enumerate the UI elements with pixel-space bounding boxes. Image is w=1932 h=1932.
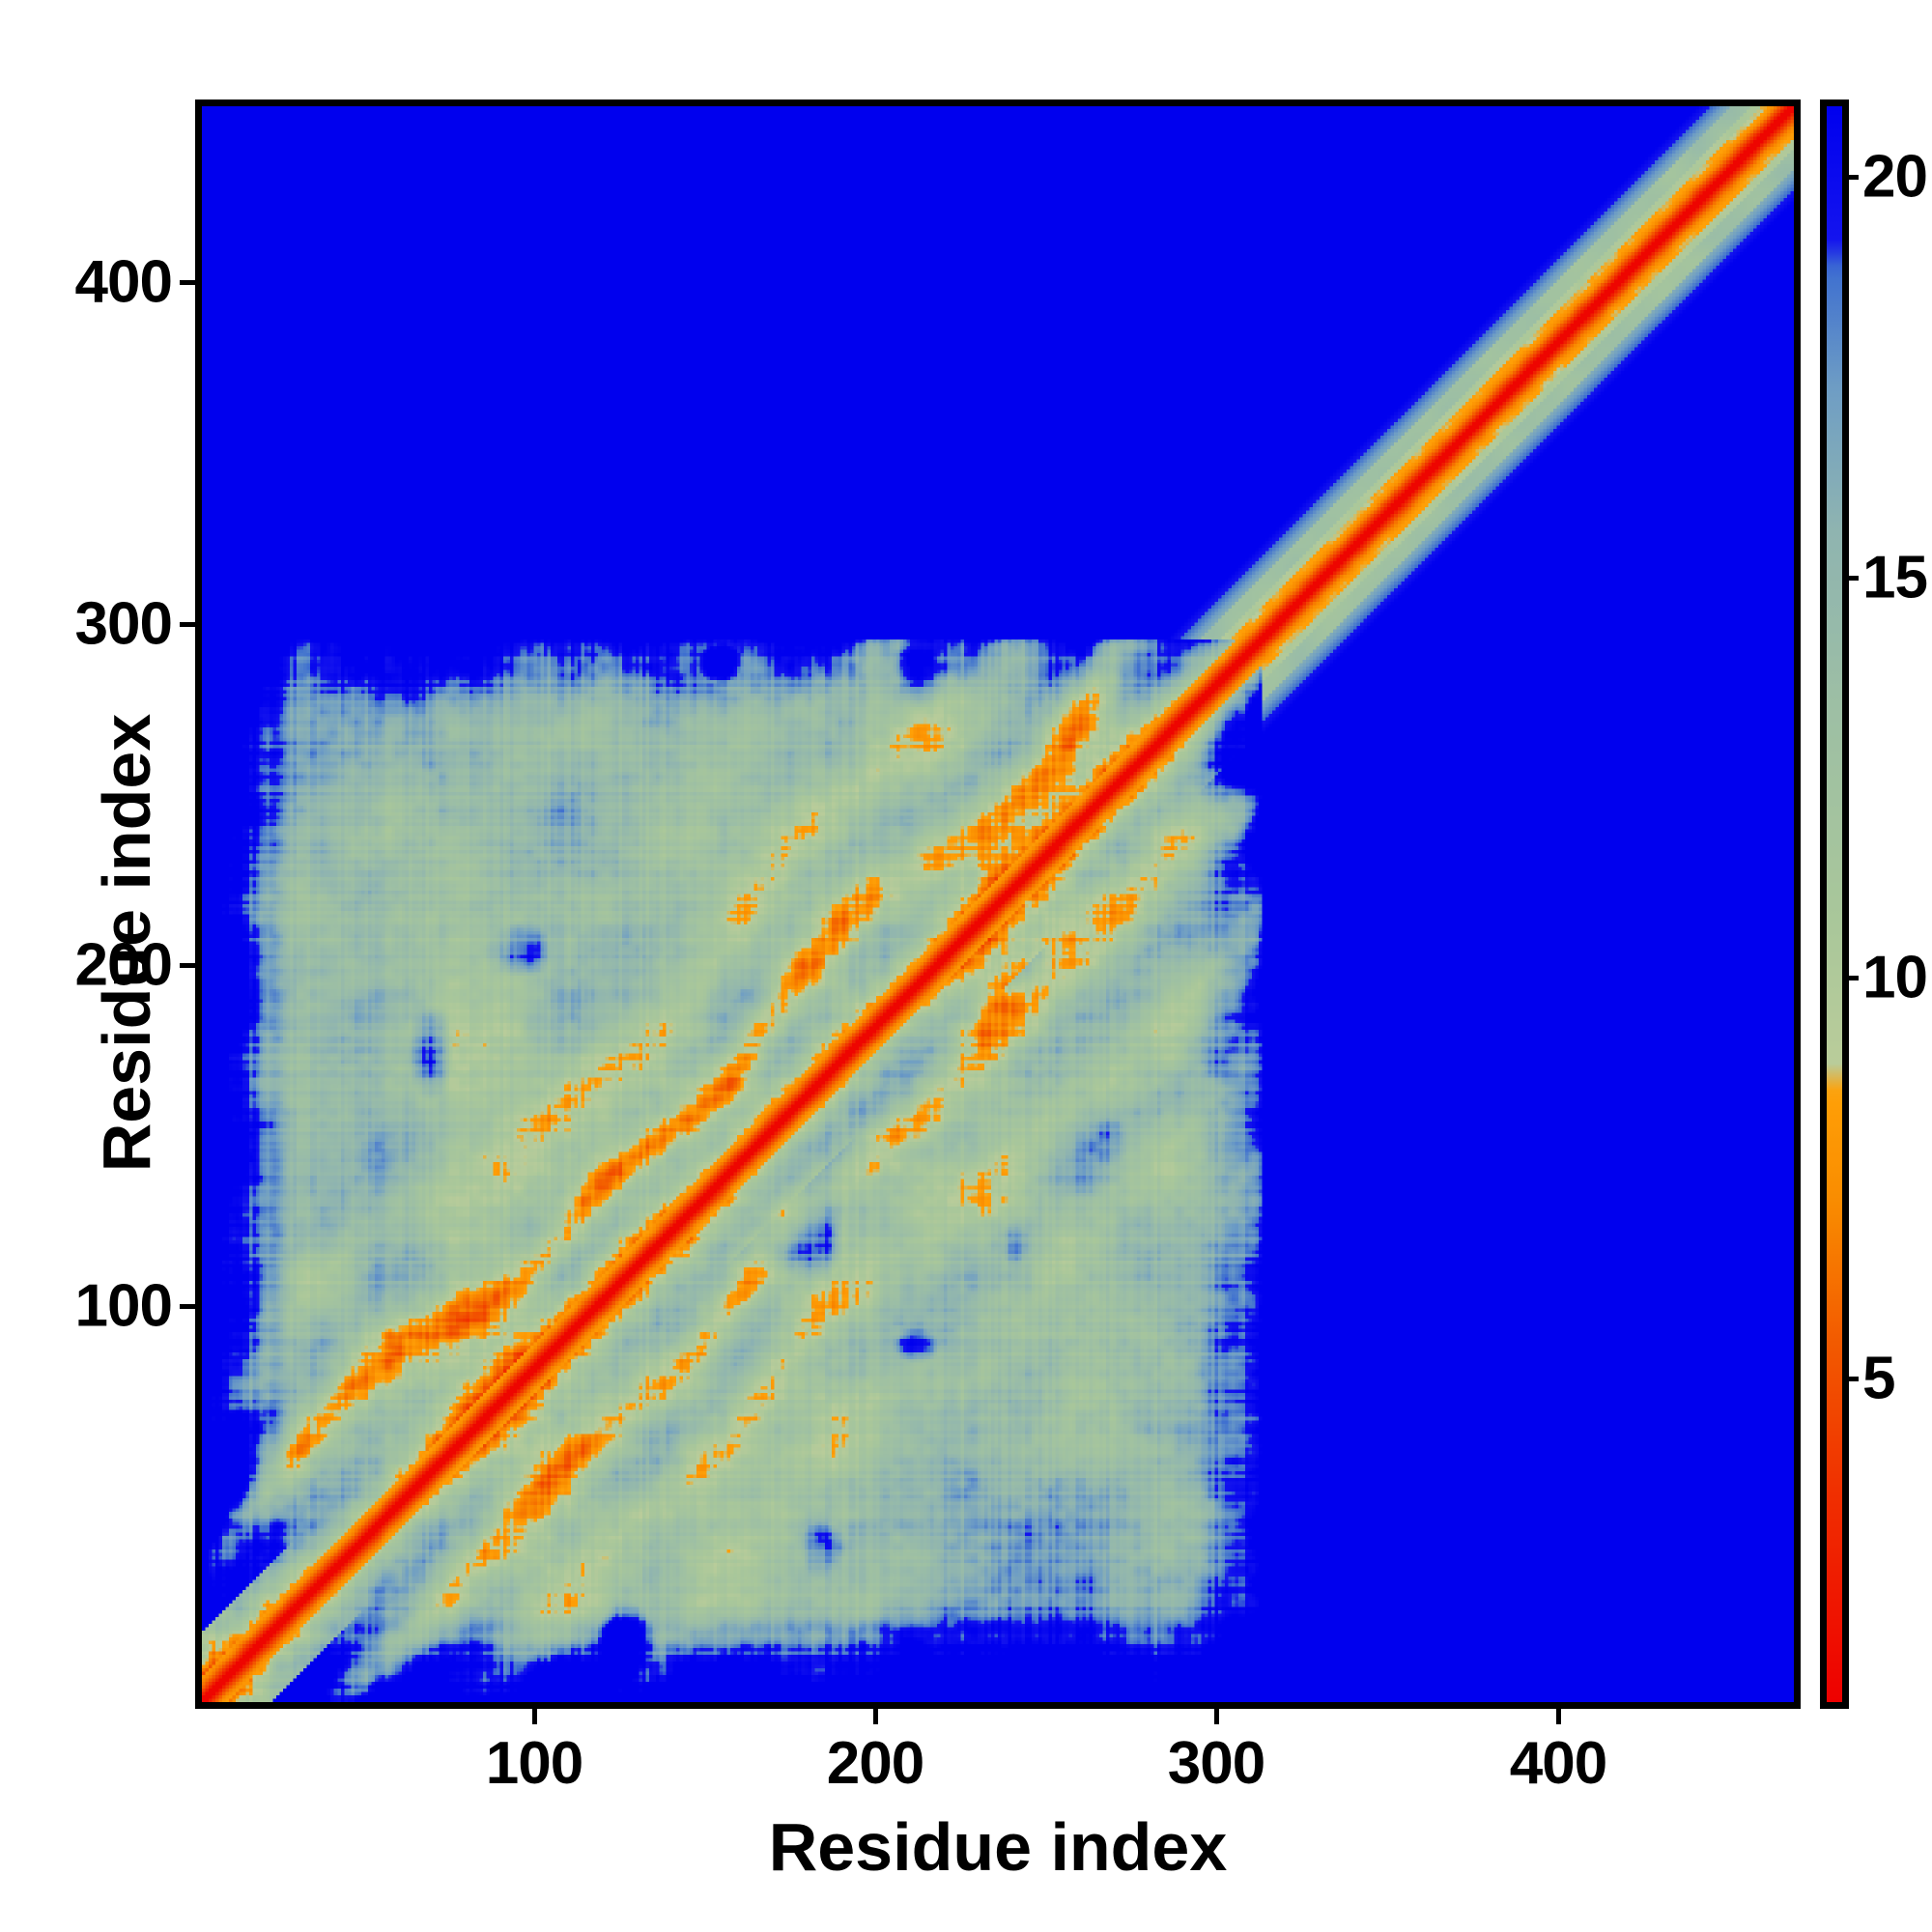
x-tick-label-100: 100 [485,1730,583,1797]
colorbar-tick-15 [1843,576,1859,581]
y-tick-100 [180,1304,195,1309]
x-tick-label-400: 400 [1509,1730,1607,1797]
x-axis-label: Residue index [768,1809,1228,1885]
colorbar [1820,99,1849,1709]
y-tick-400 [180,280,195,285]
colorbar-tick-label-5: 5 [1862,1345,1895,1412]
x-tick-200 [873,1709,878,1724]
y-tick-label-100: 100 [74,1272,173,1340]
y-tick-label-400: 400 [74,248,173,316]
x-tick-label-200: 200 [826,1730,924,1797]
y-tick-300 [180,622,195,627]
x-tick-label-300: 300 [1167,1730,1265,1797]
y-tick-200 [180,963,195,968]
x-tick-100 [532,1709,537,1724]
colorbar-tick-10 [1843,976,1859,980]
y-tick-label-200: 200 [74,931,173,999]
colorbar-tick-label-10: 10 [1862,944,1928,1011]
colorbar-tick-5 [1843,1377,1859,1381]
colorbar-gradient [1827,106,1842,1702]
y-tick-label-300: 300 [74,590,173,658]
colorbar-tick-label-20: 20 [1862,143,1928,211]
heatmap-image [202,106,1794,1702]
colorbar-tick-label-15: 15 [1862,544,1928,611]
colorbar-tick-20 [1843,175,1859,180]
heatmap-plot-area [195,99,1801,1709]
y-axis-label: Residue index [89,713,164,1173]
x-tick-300 [1214,1709,1219,1724]
x-tick-400 [1556,1709,1561,1724]
